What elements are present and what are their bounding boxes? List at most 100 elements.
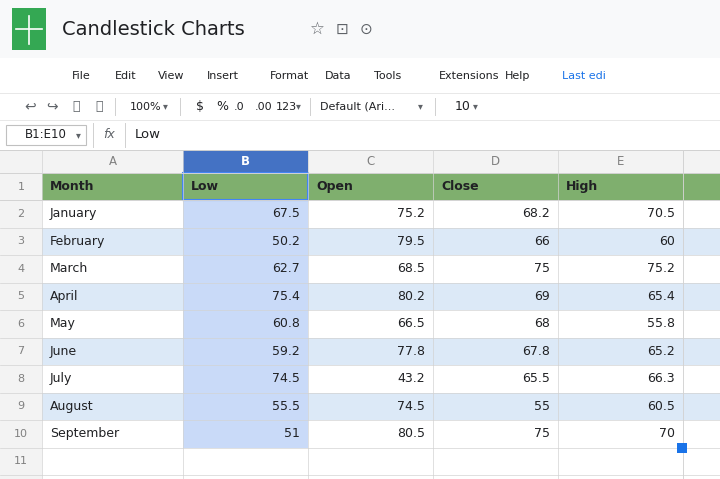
Text: D: D [491,155,500,168]
Text: 60.8: 60.8 [272,317,300,330]
Text: 43.2: 43.2 [397,372,425,385]
Text: 8: 8 [17,374,24,384]
Text: Data: Data [325,70,351,80]
Text: ▾: ▾ [296,102,301,112]
Bar [0,173,720,200]
Text: 68.2: 68.2 [522,207,550,220]
Text: B1:E10: B1:E10 [25,128,67,141]
Text: File: File [72,70,91,80]
Text: Format: Format [270,70,310,80]
Text: February: February [50,235,105,248]
Text: 66.5: 66.5 [397,317,425,330]
Bar [183,150,308,173]
Text: 80.5: 80.5 [397,427,425,440]
Bar [183,283,308,310]
Text: Edit: Edit [115,70,137,80]
Text: 50.2: 50.2 [272,235,300,248]
Bar [0,392,720,420]
Text: 60: 60 [659,235,675,248]
Bar [0,283,720,310]
Bar [0,310,42,338]
Text: May: May [50,317,76,330]
Text: 68: 68 [534,317,550,330]
Bar [183,365,308,392]
Text: 77.8: 77.8 [397,345,425,358]
Bar [0,447,720,475]
Text: ▾: ▾ [76,130,81,140]
Text: Help: Help [505,70,531,80]
Text: fx: fx [103,128,114,141]
Text: 75: 75 [534,427,550,440]
Text: Tools: Tools [374,70,401,80]
Text: 9: 9 [17,401,24,411]
Bar [0,420,720,447]
Text: July: July [50,372,73,385]
Text: 62.7: 62.7 [272,262,300,275]
Bar [0,150,720,173]
Text: C: C [366,155,374,168]
Text: 75.2: 75.2 [647,262,675,275]
Text: August: August [50,400,94,413]
Text: 70.5: 70.5 [647,207,675,220]
Text: $: $ [196,100,204,113]
Text: 55.5: 55.5 [272,400,300,413]
Text: 7: 7 [17,346,24,356]
Bar [183,420,308,447]
Text: 67.8: 67.8 [522,345,550,358]
Text: 66.3: 66.3 [647,372,675,385]
Bar [0,120,720,150]
Text: 65.4: 65.4 [647,290,675,303]
Text: 74.5: 74.5 [272,372,300,385]
Bar [0,338,720,365]
Text: Low: Low [135,128,161,141]
Bar [183,255,308,283]
Bar [12,8,46,50]
Text: 75: 75 [534,262,550,275]
Text: 3: 3 [17,236,24,246]
Text: January: January [50,207,97,220]
Text: 10: 10 [455,100,471,113]
Text: 68.5: 68.5 [397,262,425,275]
Text: September: September [50,427,119,440]
Text: 6: 6 [17,319,24,329]
Text: 79.5: 79.5 [397,235,425,248]
Bar [677,443,687,453]
Text: 51: 51 [284,427,300,440]
Text: 55.8: 55.8 [647,317,675,330]
Text: 67.5: 67.5 [272,207,300,220]
Text: 2: 2 [17,209,24,219]
Bar [0,228,720,255]
Text: ↪: ↪ [46,100,58,114]
Text: 55: 55 [534,400,550,413]
Text: View: View [158,70,184,80]
Text: 65.2: 65.2 [647,345,675,358]
Text: 65.5: 65.5 [522,372,550,385]
Text: 🖌: 🖌 [95,100,103,113]
Text: 75.4: 75.4 [272,290,300,303]
Text: B: B [241,155,250,168]
Text: Month: Month [50,180,94,193]
Bar [183,392,308,420]
Bar [183,173,308,200]
Bar [6,125,86,145]
Bar [183,310,308,338]
Bar [0,475,720,479]
Text: A: A [109,155,117,168]
Text: June: June [50,345,77,358]
Bar [0,58,720,93]
Text: 🖨: 🖨 [72,100,80,113]
Text: Default (Ari...: Default (Ari... [320,102,395,112]
Bar [0,392,42,420]
Text: E: E [617,155,624,168]
Bar [0,365,42,392]
Text: 10: 10 [14,429,28,439]
Bar [0,365,720,392]
Text: April: April [50,290,78,303]
Text: 70: 70 [659,427,675,440]
Text: .0: .0 [234,102,245,112]
Text: 123: 123 [276,102,297,112]
Text: Candlestick Charts: Candlestick Charts [62,20,245,38]
Bar [0,150,42,173]
Bar [0,475,42,479]
Bar [0,447,42,475]
